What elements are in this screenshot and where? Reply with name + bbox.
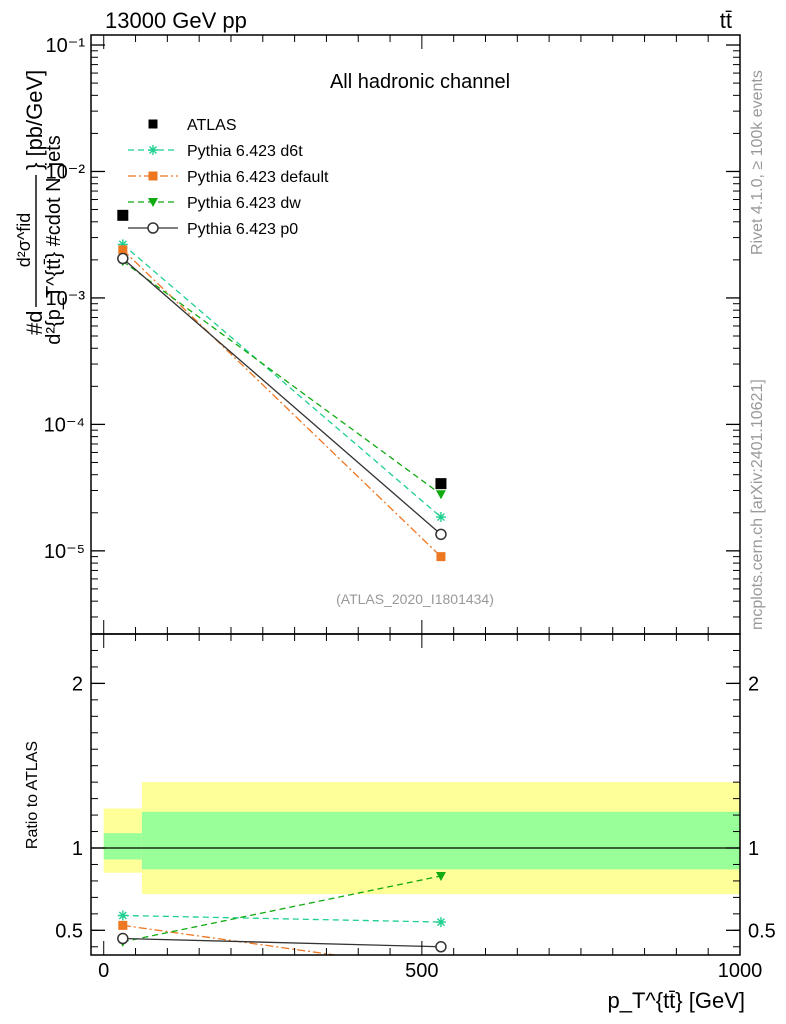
series-line-3 — [122, 260, 442, 495]
series-line-1 — [122, 243, 442, 518]
legend-label-3: Pythia 6.423 dw — [187, 195, 301, 212]
legend-label-1: Pythia 6.423 d6t — [187, 143, 303, 160]
ratio-line-3 — [122, 937, 441, 948]
xtick-label-2: 1000 — [718, 960, 763, 982]
legend-marker-2 — [148, 171, 158, 181]
legend-marker-3 — [148, 198, 158, 207]
ylabel-denominator: d²{p_T^{tt̄} #cdot N_jets — [43, 135, 65, 345]
ytick-label-3: 10⁻⁴ — [44, 414, 85, 436]
point-0-1 — [435, 478, 447, 490]
xtick-label-1: 500 — [405, 960, 438, 982]
ratio-point-1-0 — [118, 920, 128, 930]
analysis-watermark: (ATLAS_2020_I1801434) — [336, 591, 494, 607]
legend-label-4: Pythia 6.423 p0 — [187, 221, 298, 238]
ratio-ytick-label-right-1: 1 — [748, 838, 759, 860]
xtick-label-0: 0 — [98, 960, 109, 982]
ratio-panel: 0.5 0.5 1 1 2 2 0 500 1000 — [55, 633, 776, 982]
side-text-mcplots: mcplots.cern.ch [arXiv:2401.10621] — [749, 379, 766, 630]
point-0-0 — [117, 209, 129, 221]
ylabel-prefix: #d — [22, 311, 47, 335]
series-line-2 — [122, 249, 442, 558]
ratio-point-3-1 — [435, 941, 447, 953]
main-ylabel: #d d²σ^fid d²{p_T^{tt̄} #cdot N_jets } [… — [14, 70, 65, 345]
legend-marker-0 — [148, 119, 158, 129]
legend: ATLAS Pythia 6.423 d6t Pythia 6.423 defaul… — [128, 117, 329, 238]
point-3-1 — [435, 490, 446, 500]
point-2-1 — [436, 552, 446, 562]
point-2-0 — [118, 245, 128, 255]
chart-title: All hadronic channel — [330, 71, 510, 93]
ratio-band-inner-0 — [103, 833, 142, 860]
ratio-point-0-0 — [117, 910, 128, 921]
ytick-label-2: 10⁻³ — [46, 288, 86, 310]
legend-label-0: ATLAS — [187, 117, 237, 134]
legend-marker-4 — [147, 222, 159, 234]
ylabel-unit: } [pb/GeV] — [22, 70, 47, 170]
ratio-ytick-label-2: 2 — [72, 673, 83, 695]
ratio-frame — [90, 633, 741, 956]
ylabel-numerator: d²σ^fid — [14, 213, 34, 268]
point-4-0 — [117, 252, 129, 265]
ratio-ylabel: Ratio to ATLAS — [24, 741, 41, 849]
ratio-line-2 — [122, 875, 442, 943]
ytick-label-0: 10⁻¹ — [46, 35, 86, 57]
side-text-rivet: Rivet 4.1.0, ≥ 100k events — [749, 70, 766, 255]
point-1-1 — [435, 512, 446, 523]
ratio-point-0-1 — [435, 917, 446, 928]
ratio-ytick-label-right-0: 0.5 — [748, 920, 776, 942]
ratio-ytick-label-1: 1 — [72, 838, 83, 860]
ratio-line-0 — [122, 914, 441, 923]
main-panel: 10⁻¹ 10⁻² 10⁻³ 10⁻⁴ 10⁻⁵ All hadronic channe… — [44, 34, 741, 635]
legend-marker-1 — [148, 145, 158, 155]
ratio-point-2-1 — [435, 871, 446, 881]
ratio-point-3-0 — [117, 932, 129, 945]
ratio-ytick-label-0: 0.5 — [55, 920, 83, 942]
point-4-1 — [435, 528, 447, 541]
ratio-xlabel: p_T^{tt̄} [GeV] — [607, 988, 745, 1013]
header-energy: 13000 GeV pp — [105, 8, 247, 33]
ratio-band-inner-1 — [141, 811, 740, 870]
ytick-label-4: 10⁻⁵ — [44, 541, 85, 563]
ratio-line-1 — [122, 924, 340, 955]
header-process: tt̄ — [720, 8, 732, 33]
series-line-4 — [122, 258, 442, 535]
ratio-ytick-label-right-2: 2 — [748, 673, 759, 695]
point-1-0 — [117, 239, 128, 250]
ytick-label-1: 10⁻² — [46, 161, 86, 183]
legend-label-2: Pythia 6.423 default — [187, 169, 329, 186]
